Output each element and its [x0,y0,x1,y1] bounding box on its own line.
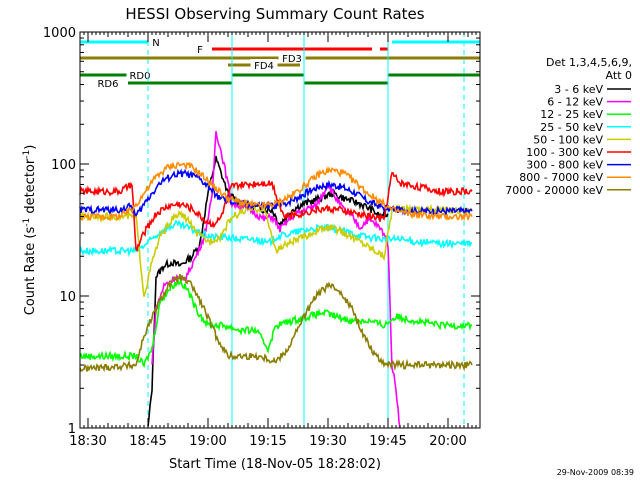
flag-label: FD3 [282,54,302,65]
legend-header-line2: Att 0 [606,69,632,82]
y-label-sup1: -1 [22,218,32,227]
series-line [79,277,473,369]
flag-label-bg [278,52,306,64]
series-line [79,219,473,258]
y-label-sup2: -1 [22,150,32,159]
x-tick-label: 19:15 [249,434,286,449]
flag-label: FD4 [254,61,274,72]
legend-entry-label: 7000 - 20000 keV [505,184,603,197]
timestamp: 29-Nov-2009 08:39 [557,468,634,477]
x-tick-label: 20:00 [429,434,466,449]
x-axis-label: Start Time (18-Nov-05 18:28:02) [169,457,381,472]
y-axis-label: Count Rate (s-1 detector-1) [22,145,38,316]
legend-entry-label: 3 - 6 keV [554,83,603,96]
y-tick-label: 100 [51,158,76,173]
flag-label: N [152,38,159,49]
x-tick-label: 19:00 [189,434,226,449]
flag-label-bg [94,77,122,89]
flag-label-bg [126,69,154,81]
flag-label: RD6 [97,79,118,90]
series-line [151,131,401,429]
y-tick-label: 1 [68,422,76,437]
flag-label-bg [149,36,163,48]
series-line [147,155,389,427]
flag-label: F [197,45,203,56]
legend-entry-label: 300 - 800 keV [526,159,603,172]
series-line [79,161,473,222]
y-label-mid: detector [23,158,38,218]
y-axis-ticks: 1 10 100 1000 [43,26,480,437]
x-tick-label: 18:30 [69,434,106,449]
x-tick-label: 18:45 [129,434,166,449]
legend-entry-label: 6 - 12 keV [547,96,603,109]
series-line [79,273,473,373]
chart-title: HESSI Observing Summary Count Rates [125,5,424,23]
legend-entry-label: 25 - 50 keV [540,121,603,134]
series-lines [79,131,473,429]
legend-entry-label: 12 - 25 keV [540,108,603,121]
x-axis-ticks: 18:30 18:45 19:00 19:15 19:30 19:45 20:00 [69,32,481,449]
flag-label-bg [193,43,207,55]
legend-entry-label: 100 - 300 keV [526,146,603,159]
y-label-main: Count Rate (s [23,227,38,316]
flag-label: RD0 [129,71,150,82]
legend-entry-label: 50 - 100 keV [533,133,603,146]
legend-header-line1: Det 1,3,4,5,6,9, [546,56,632,69]
y-label-end: ) [23,145,38,150]
flag-label-bg [250,59,278,71]
x-tick-label: 19:45 [369,434,406,449]
series-line [79,203,473,297]
legend-entry-label: 800 - 7000 keV [519,171,603,184]
y-tick-label: 1000 [43,26,76,41]
y-tick-label: 10 [59,290,76,305]
series-line [79,172,473,253]
flag-bars: N F FD3 FD4 RD0 RD6 [80,36,480,90]
x-tick-label: 19:30 [309,434,346,449]
